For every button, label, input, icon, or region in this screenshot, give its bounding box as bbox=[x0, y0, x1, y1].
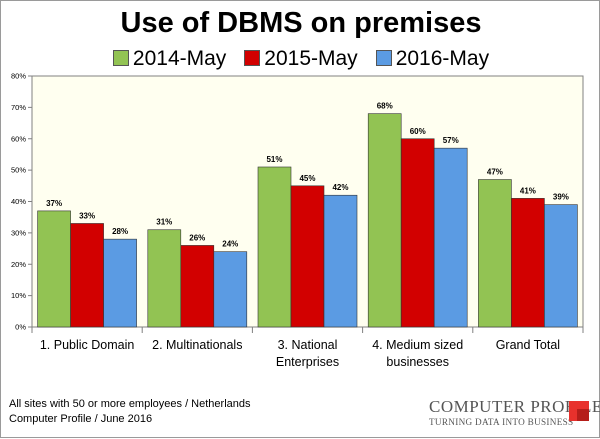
x-tick-label: Enterprises bbox=[276, 355, 339, 369]
bar bbox=[147, 229, 182, 328]
logo-tagline: TURNING DATA INTO BUSINESS bbox=[429, 417, 574, 427]
data-label: 42% bbox=[332, 183, 348, 192]
legend-item: 2015-May bbox=[244, 47, 358, 71]
bar bbox=[433, 147, 468, 328]
data-label: 28% bbox=[112, 227, 128, 236]
data-label: 51% bbox=[266, 155, 282, 164]
legend: 2014-May 2015-May 2016-May bbox=[1, 47, 600, 71]
chart-title: Use of DBMS on premises bbox=[120, 7, 482, 39]
x-tick-label: Grand Total bbox=[496, 338, 560, 352]
bar bbox=[367, 113, 402, 328]
legend-item: 2016-May bbox=[375, 47, 490, 71]
logo-dark-square bbox=[577, 409, 589, 421]
legend-swatch bbox=[112, 50, 129, 66]
bar bbox=[70, 223, 104, 328]
data-label: 24% bbox=[222, 240, 238, 249]
legend-swatch bbox=[244, 50, 261, 66]
data-label: 31% bbox=[156, 218, 172, 227]
x-tick-label: 4. Medium sized bbox=[372, 338, 463, 352]
x-tick-label: 1. Public Domain bbox=[40, 338, 135, 352]
bar bbox=[180, 245, 215, 328]
data-label: 39% bbox=[553, 193, 569, 202]
data-label: 37% bbox=[46, 199, 62, 208]
legend-label: 2015-May bbox=[264, 47, 358, 70]
x-tick-label: 3. National bbox=[278, 338, 338, 352]
data-label: 68% bbox=[377, 102, 393, 111]
bar bbox=[290, 185, 325, 328]
bar bbox=[544, 204, 578, 328]
y-tick-label: 70% bbox=[11, 103, 26, 112]
data-label: 26% bbox=[189, 233, 205, 242]
computer-profile-logo: COMPUTER PROFILE TURNING DATA INTO BUSIN… bbox=[421, 397, 600, 431]
y-tick-label: 10% bbox=[11, 291, 26, 300]
data-label: 45% bbox=[299, 174, 315, 183]
bar bbox=[103, 238, 137, 328]
legend-label: 2014-May bbox=[132, 47, 227, 70]
legend-item: 2014-May bbox=[112, 47, 227, 71]
data-label: 60% bbox=[410, 127, 426, 136]
y-tick-label: 20% bbox=[11, 260, 26, 269]
y-tick-label: 30% bbox=[11, 228, 26, 237]
bar bbox=[400, 138, 435, 328]
data-label: 41% bbox=[520, 186, 536, 195]
footnote-line-2: Computer Profile / June 2016 bbox=[9, 413, 153, 425]
data-label: 33% bbox=[79, 211, 95, 220]
legend-swatch bbox=[375, 50, 392, 66]
data-label: 47% bbox=[487, 168, 503, 177]
bar bbox=[323, 194, 358, 328]
data-label: 57% bbox=[443, 136, 459, 145]
footnote: All sites with 50 or more employees / Ne… bbox=[9, 397, 251, 427]
bar bbox=[478, 179, 512, 328]
x-tick-label: businesses bbox=[386, 355, 449, 369]
y-tick-label: 80% bbox=[11, 72, 26, 81]
footnote-line-1: All sites with 50 or more employees / Ne… bbox=[9, 398, 251, 410]
legend-label: 2016-May bbox=[395, 47, 490, 70]
y-tick-label: 40% bbox=[11, 197, 26, 206]
logo-name: COMPUTER PROFILE bbox=[429, 397, 600, 416]
x-tick-label: 2. Multinationals bbox=[152, 338, 242, 352]
bar bbox=[213, 251, 248, 328]
bar bbox=[257, 166, 292, 328]
bar bbox=[37, 210, 71, 328]
bar bbox=[511, 198, 545, 328]
y-tick-label: 0% bbox=[15, 323, 26, 332]
y-tick-label: 60% bbox=[11, 134, 26, 143]
y-tick-label: 50% bbox=[11, 166, 26, 175]
